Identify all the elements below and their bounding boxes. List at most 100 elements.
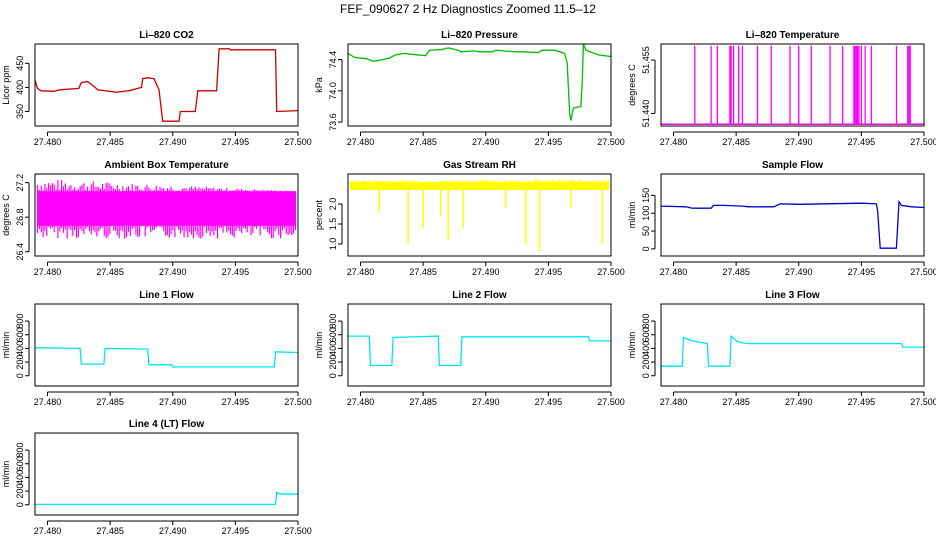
- x-tick-label: 27.485: [409, 137, 437, 147]
- chart-title: Ambient Box Temperature: [104, 160, 229, 171]
- x-tick-label: 27.495: [222, 137, 250, 147]
- y-tick-label: 350: [15, 104, 25, 119]
- x-tick-label: 27.485: [722, 137, 750, 147]
- plot-frame: [347, 43, 612, 127]
- y-tick-label: 200: [641, 355, 651, 370]
- chart-title: Li–820 CO2: [139, 30, 194, 41]
- x-tick-label: 27.500: [284, 397, 312, 407]
- chart-title: Li–820 Pressure: [441, 30, 518, 41]
- x-tick-label: 27.500: [284, 137, 312, 147]
- y-tick-label: 2.0: [328, 198, 338, 211]
- chart-panel-1: Li–820 CO2 Licor ppm 27.480 27.485 27.490 27.…: [1, 30, 312, 147]
- x-tick-label: 27.500: [910, 397, 936, 407]
- x-tick-label: 27.480: [347, 267, 375, 277]
- x-tick-label: 27.495: [535, 137, 563, 147]
- series-line-1: [35, 491, 298, 506]
- x-tick-label: 27.480: [34, 137, 62, 147]
- x-tick-label: 27.500: [284, 267, 312, 277]
- series-line-1: [661, 334, 924, 367]
- x-tick-label: 27.485: [96, 526, 124, 536]
- y-axis-label: degrees C: [1, 194, 11, 236]
- chart-title: Sample Flow: [762, 160, 823, 171]
- y-axis-label: degrees C: [627, 64, 637, 106]
- x-tick-label: 27.480: [347, 397, 375, 407]
- noise-traces: [349, 179, 610, 190]
- y-axis-label: ml/min: [1, 461, 11, 488]
- plot-area: [661, 199, 924, 249]
- x-tick-label: 27.480: [660, 137, 688, 147]
- x-tick-label: 27.495: [222, 397, 250, 407]
- y-axis-label: kPa: [314, 77, 324, 93]
- x-tick-label: 27.485: [96, 137, 124, 147]
- x-tick-label: 27.495: [848, 267, 876, 277]
- y-axis-label: ml/min: [314, 332, 324, 359]
- y-tick-label: 600: [328, 327, 338, 342]
- x-tick-label: 27.495: [222, 267, 250, 277]
- y-tick-label: 800: [15, 443, 25, 458]
- y-tick-label: 600: [15, 327, 25, 342]
- x-tick-label: 27.495: [222, 526, 250, 536]
- x-tick-label: 27.490: [472, 397, 500, 407]
- noise-traces: [36, 180, 297, 239]
- plot-frame: [34, 303, 299, 387]
- x-tick-label: 27.490: [159, 267, 187, 277]
- plot-area: [35, 491, 298, 506]
- x-tick-label: 27.485: [722, 397, 750, 407]
- x-tick-label: 27.480: [660, 267, 688, 277]
- plot-frame: [660, 303, 925, 387]
- y-tick-label: 200: [15, 484, 25, 499]
- series-line-1: [661, 199, 924, 249]
- x-tick-label: 27.480: [34, 267, 62, 277]
- y-tick-label: 150: [641, 188, 651, 203]
- chart-panel-7: Line 1 Flow ml/min 27.480 27.485 27.490 27.49…: [1, 290, 312, 407]
- plot-area: [35, 48, 298, 122]
- y-tick-label: 400: [15, 470, 25, 485]
- y-tick-label: 100: [641, 206, 651, 221]
- plot-frame: [347, 303, 612, 387]
- chart-panel-8: Line 2 Flow ml/min 27.480 27.485 27.490 27.49…: [314, 290, 625, 407]
- series-line-1: [35, 48, 298, 122]
- chart-title: Gas Stream RH: [443, 160, 516, 171]
- plot-frame: [34, 173, 299, 257]
- y-tick-label: 51.455: [641, 46, 651, 74]
- chart-title: Line 4 (LT) Flow: [129, 419, 205, 430]
- x-tick-label: 27.490: [159, 137, 187, 147]
- y-axis-label: ml/min: [627, 332, 637, 359]
- x-tick-label: 27.495: [535, 397, 563, 407]
- chart-panel-2: Li–820 Pressure kPa 27.480 27.485 27.490 27.4…: [314, 30, 625, 147]
- x-tick-label: 27.500: [597, 267, 625, 277]
- y-tick-label: 0: [15, 502, 25, 507]
- y-tick-label: 74.4: [328, 51, 338, 69]
- y-axis-label: ml/min: [627, 202, 637, 229]
- y-tick-label: 74.0: [328, 82, 338, 100]
- x-tick-label: 27.490: [785, 137, 813, 147]
- plot-area: [35, 347, 298, 368]
- y-tick-label: 600: [15, 456, 25, 471]
- x-tick-label: 27.485: [96, 397, 124, 407]
- y-tick-label: 450: [15, 56, 25, 71]
- x-tick-label: 27.500: [597, 397, 625, 407]
- y-tick-label: 400: [328, 341, 338, 356]
- plot-area: [661, 45, 924, 125]
- plot-area: [349, 179, 610, 252]
- plot-area: [348, 44, 611, 121]
- x-tick-label: 27.495: [848, 397, 876, 407]
- y-tick-label: 0: [15, 373, 25, 378]
- x-tick-label: 27.485: [409, 267, 437, 277]
- y-tick-label: 0: [641, 373, 651, 378]
- y-tick-label: 200: [328, 355, 338, 370]
- x-tick-label: 27.485: [409, 397, 437, 407]
- y-axis-label: percent: [314, 199, 324, 230]
- noise-band: [350, 182, 609, 190]
- chart-panel-9: Line 3 Flow ml/min 27.480 27.485 27.490 27.49…: [627, 290, 936, 407]
- chart-panel-3: Li–820 Temperature degrees C 27.480 27.485 2…: [627, 30, 936, 147]
- y-tick-label: 400: [15, 341, 25, 356]
- x-tick-label: 27.500: [910, 137, 936, 147]
- chart-title: Line 3 Flow: [765, 290, 820, 301]
- y-tick-label: 800: [328, 314, 338, 329]
- x-tick-label: 27.490: [472, 137, 500, 147]
- y-tick-label: 200: [15, 355, 25, 370]
- x-tick-label: 27.480: [660, 397, 688, 407]
- y-tick-label: 0: [641, 246, 651, 251]
